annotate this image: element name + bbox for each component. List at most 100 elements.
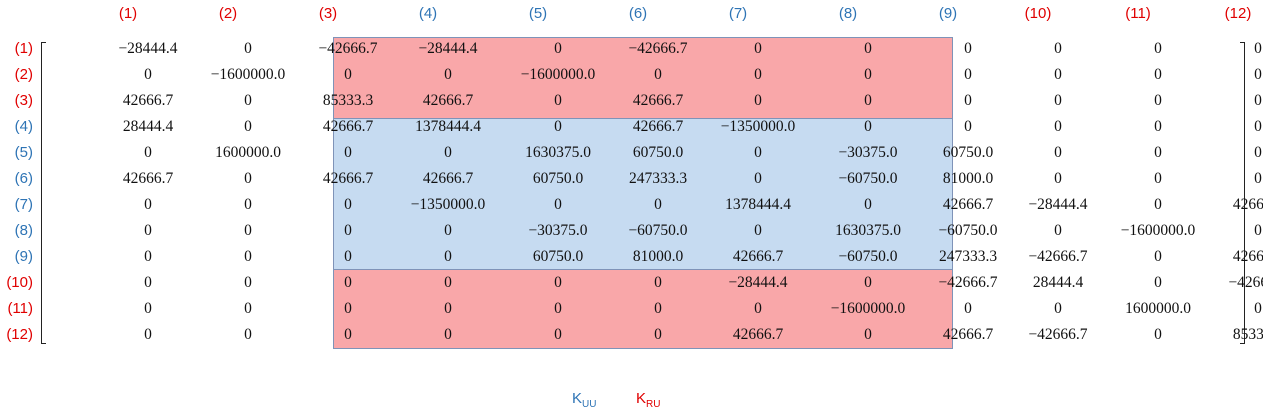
matrix-cell: 0: [344, 300, 352, 317]
matrix-cell: −1600000.0: [210, 66, 286, 83]
matrix-cell: 0: [1054, 118, 1062, 135]
matrix-cell: 0: [244, 300, 252, 317]
matrix-cell: 0: [244, 196, 252, 213]
matrix-cell: 0: [654, 326, 662, 343]
matrix-cell: 0: [964, 92, 972, 109]
matrix-cell: 0: [1254, 170, 1262, 187]
matrix-cell: 1630375.0: [835, 222, 901, 239]
matrix-cell: −28444.4: [728, 274, 788, 291]
row-label: (1): [14, 40, 33, 57]
matrix-cell: 1600000.0: [215, 144, 281, 161]
matrix-cell: 0: [444, 300, 452, 317]
matrix-cell: 0: [1154, 40, 1162, 57]
matrix-cell: 0: [1054, 144, 1062, 161]
matrix-cell: 0: [144, 196, 152, 213]
matrix-cell: 42666.7: [942, 326, 994, 343]
matrix-cell: 0: [144, 222, 152, 239]
matrix-cell: −60750.0: [838, 248, 898, 265]
matrix-cell: 0: [654, 300, 662, 317]
column-label: (8): [838, 5, 858, 22]
legend-kuu-sub: UU: [582, 399, 597, 410]
matrix-cell: 0: [444, 274, 452, 291]
column-label: (12): [1224, 5, 1252, 22]
column-label: (11): [1125, 5, 1151, 22]
matrix-cell: 0: [144, 300, 152, 317]
matrix-cell: −60750.0: [938, 222, 998, 239]
row-label: (9): [14, 248, 33, 265]
matrix-cell: −42666.7: [628, 40, 688, 57]
matrix-cell: 0: [444, 326, 452, 343]
matrix-cell: 42666.7: [422, 92, 474, 109]
matrix-cell: 0: [1254, 144, 1262, 161]
matrix-cell: 0: [144, 248, 152, 265]
matrix-cell: 0: [554, 118, 562, 135]
matrix-cell: 0: [964, 118, 972, 135]
matrix-cell: −42666.7: [1028, 248, 1088, 265]
row-label: (4): [14, 118, 33, 135]
matrix-cell: 0: [964, 300, 972, 317]
column-label: (3): [318, 5, 338, 22]
matrix-cell: 0: [554, 300, 562, 317]
matrix-cell: 42666.7: [122, 92, 174, 109]
matrix-cell: 0: [244, 274, 252, 291]
matrix-cell: 0: [344, 326, 352, 343]
column-label: (6): [628, 5, 648, 22]
matrix-cell: 81000.0: [632, 248, 684, 265]
matrix-cell: 42666.7: [1232, 248, 1263, 265]
matrix-cell: 0: [864, 274, 872, 291]
matrix-cell: −60750.0: [838, 170, 898, 187]
row-label: (7): [14, 196, 33, 213]
matrix-cell: −28444.4: [118, 40, 178, 57]
row-label: (6): [14, 170, 33, 187]
matrix-cell: 0: [1254, 222, 1262, 239]
matrix-cell: 0: [754, 300, 762, 317]
matrix-cell: 0: [1154, 170, 1162, 187]
matrix-cell: 0: [754, 92, 762, 109]
matrix-cell: 28444.4: [1032, 274, 1084, 291]
matrix-cell: 0: [754, 222, 762, 239]
matrix-cell: 0: [244, 92, 252, 109]
row-label: (8): [14, 222, 33, 239]
matrix-cell: 0: [964, 66, 972, 83]
matrix-cell: 0: [754, 66, 762, 83]
matrix-cell: 60750.0: [632, 144, 684, 161]
matrix-cell: 0: [554, 274, 562, 291]
matrix-cell: −1350000.0: [410, 196, 486, 213]
legend-kru-sub: RU: [646, 399, 661, 410]
column-label: (5): [528, 5, 548, 22]
matrix-cell: 0: [1054, 170, 1062, 187]
matrix-cell: 0: [1054, 300, 1062, 317]
matrix-cell: 0: [1254, 118, 1262, 135]
matrix-right-bracket: [1240, 42, 1245, 344]
matrix-cell: 0: [244, 40, 252, 57]
matrix-left-bracket: [41, 42, 46, 344]
matrix-cell: 60750.0: [942, 144, 994, 161]
matrix-cell: 0: [1254, 92, 1262, 109]
row-label: (11): [7, 300, 33, 317]
matrix-cell: 0: [864, 196, 872, 213]
matrix-cell: 42666.7: [732, 248, 784, 265]
matrix-cell: 0: [344, 248, 352, 265]
matrix-cell: −30375.0: [528, 222, 588, 239]
matrix-cell: 28444.4: [122, 118, 174, 135]
matrix-cell: 0: [444, 248, 452, 265]
kru-block-bottom: [333, 269, 953, 349]
matrix-cell: 0: [244, 118, 252, 135]
matrix-cell: 1378444.4: [415, 118, 481, 135]
kru-block-top: [333, 37, 953, 119]
matrix-cell: 0: [1254, 66, 1262, 83]
matrix-cell: 0: [444, 66, 452, 83]
legend-kuu: KUU: [572, 390, 596, 410]
matrix-cell: 42666.7: [732, 326, 784, 343]
matrix-cell: 0: [444, 222, 452, 239]
column-label: (7): [728, 5, 748, 22]
matrix-cell: 42666.7: [632, 92, 684, 109]
row-label: (2): [14, 66, 33, 83]
matrix-cell: 0: [654, 196, 662, 213]
matrix-cell: 60750.0: [532, 248, 584, 265]
matrix-cell: 85333.3: [322, 92, 374, 109]
matrix-cell: 0: [344, 222, 352, 239]
matrix-cell: 0: [554, 326, 562, 343]
matrix-cell: 85333.3: [1232, 326, 1263, 343]
